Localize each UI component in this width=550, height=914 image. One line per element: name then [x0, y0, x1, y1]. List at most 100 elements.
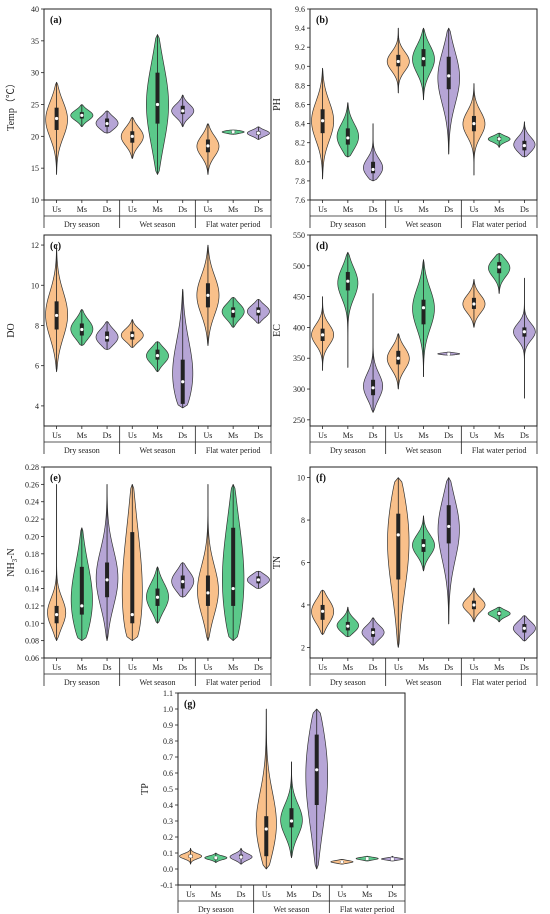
x-tick-label: Us	[337, 890, 346, 899]
violin-median	[371, 167, 375, 172]
panel-a: 10 15 20 25 30 35 40 Temp（℃） (a) Us Ms Ds Us Ms Ds Us Ms…	[5, 5, 272, 229]
y-tick-label: 8.8	[295, 81, 305, 90]
violin-median	[105, 578, 109, 582]
panel-d: 250 300 350 400 450 500 550 EC (d) Us Ms Ds Us Ms Ds Us…	[272, 231, 538, 455]
violin-median	[130, 333, 134, 338]
group-label: Dry season	[330, 678, 366, 687]
y-axis-label: NH3-N	[6, 548, 19, 577]
x-tick-label: Us	[318, 663, 327, 672]
violin-box	[231, 527, 236, 606]
x-tick-label: Ms	[494, 205, 504, 214]
x-tick-label: Us	[52, 431, 61, 440]
violin-median	[105, 335, 109, 340]
y-tick-label: 8	[35, 321, 39, 330]
y-tick-label: 0.4	[163, 801, 173, 810]
violin-box	[421, 299, 426, 325]
x-tick-label: Us	[469, 431, 478, 440]
x-tick-label: Ds	[369, 205, 378, 214]
y-tick-label: 1.1	[163, 689, 173, 698]
violin-box	[289, 808, 294, 828]
group-label: Dry season	[330, 220, 366, 229]
x-tick-label: Us	[469, 663, 478, 672]
violin-box	[371, 161, 376, 174]
y-tick-label: 8.2	[295, 139, 305, 148]
y-tick-label: 6	[35, 362, 39, 371]
x-tick-label: Ms	[211, 890, 221, 899]
violin-box	[79, 566, 84, 615]
x-tick-label: Ds	[254, 663, 263, 672]
group-label: Flat water period	[206, 678, 261, 687]
y-tick-label: 10	[297, 474, 305, 483]
y-tick-label: 0.26	[25, 480, 39, 489]
violin-median	[447, 524, 451, 529]
x-tick-label: Us	[469, 205, 478, 214]
x-tick-label: Ms	[77, 205, 87, 214]
y-tick-label: 9.4	[295, 24, 305, 33]
group-label: Wet season	[405, 678, 441, 687]
violin-median	[396, 59, 400, 64]
y-tick-label: 25	[31, 101, 39, 110]
y-tick-label: 9.6	[295, 5, 305, 14]
violin-box	[155, 72, 160, 124]
y-tick-label: 0.0	[163, 865, 173, 874]
x-tick-label: Ms	[418, 431, 428, 440]
violin-median	[155, 102, 160, 107]
violin-median	[497, 611, 501, 616]
y-tick-label: 500	[293, 262, 305, 271]
violin-box	[205, 575, 210, 606]
x-tick-label: Ds	[388, 890, 397, 899]
x-tick-label: Ms	[228, 431, 238, 440]
x-tick-label: Ds	[178, 663, 187, 672]
x-tick-label: Ds	[444, 205, 453, 214]
y-tick-label: 0.6	[163, 769, 173, 778]
y-axis-label: TP	[140, 783, 151, 795]
panel-label: (a)	[50, 15, 62, 26]
x-tick-label: Ds	[312, 890, 321, 899]
violin-median	[231, 586, 235, 591]
y-tick-label: 40	[31, 5, 39, 14]
y-tick-label: 8.0	[295, 158, 305, 167]
violin-median	[447, 352, 451, 356]
violin-median	[497, 137, 501, 141]
y-tick-label: 12	[31, 241, 39, 250]
group-label: Wet season	[139, 220, 175, 229]
x-tick-label: Ms	[152, 431, 162, 440]
group-label: Flat water period	[206, 446, 261, 455]
y-tick-label: 0.1	[163, 849, 173, 858]
group-label: Flat water period	[472, 220, 527, 229]
x-tick-label: Ds	[103, 663, 112, 672]
x-tick-label: Ds	[178, 205, 187, 214]
violin-median	[371, 630, 375, 635]
violin-median	[55, 313, 59, 318]
y-tick-label: 0.10	[25, 619, 39, 628]
group-label: Flat water period	[472, 446, 527, 455]
panel-label: (d)	[316, 241, 328, 252]
y-tick-label: 250	[293, 416, 305, 425]
y-tick-label: 1.0	[163, 705, 173, 714]
y-tick-label: 0.9	[163, 721, 173, 730]
y-tick-label: 9.2	[295, 43, 305, 52]
x-tick-label: Us	[128, 205, 137, 214]
group-label: Dry season	[64, 220, 100, 229]
group-label: Flat water period	[472, 678, 527, 687]
violin-median	[365, 857, 369, 861]
violin-median	[346, 279, 350, 283]
violin-median	[231, 130, 235, 134]
group-label: Wet season	[405, 220, 441, 229]
y-tick-label: 15	[31, 164, 39, 173]
x-tick-label: Ds	[520, 205, 529, 214]
panel-label: (e)	[50, 473, 61, 484]
y-tick-label: 0.5	[163, 785, 173, 794]
violin-median	[55, 116, 59, 121]
x-tick-label: Ms	[286, 890, 296, 899]
violin-median	[206, 144, 210, 148]
y-tick-label: 4	[35, 402, 39, 411]
y-tick-label: 0.3	[163, 817, 173, 826]
violin-median	[155, 595, 160, 599]
y-axis-label: PH	[272, 98, 283, 111]
violin-median	[181, 380, 185, 384]
y-tick-label: 0.24	[25, 498, 39, 507]
violin-median	[346, 136, 350, 140]
y-tick-label: 30	[31, 69, 39, 78]
x-tick-label: Us	[394, 431, 403, 440]
